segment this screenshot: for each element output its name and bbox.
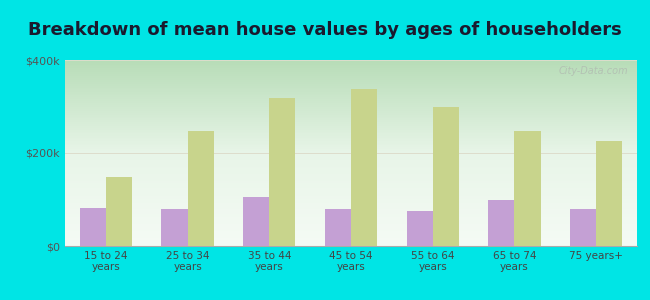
Bar — [325, 209, 351, 246]
Bar — [106, 177, 132, 246]
Text: Breakdown of mean house values by ages of householders: Breakdown of mean house values by ages o… — [28, 21, 622, 39]
Bar — [243, 197, 269, 246]
Bar — [406, 211, 433, 246]
Bar — [351, 89, 377, 246]
Bar — [80, 208, 106, 246]
Bar — [188, 131, 214, 246]
Bar — [514, 131, 541, 246]
Bar — [570, 209, 596, 246]
Text: City-Data.com: City-Data.com — [559, 66, 629, 76]
Bar — [596, 141, 622, 246]
Bar — [433, 107, 459, 246]
Bar — [161, 209, 188, 246]
Bar — [488, 200, 514, 246]
Bar — [269, 98, 296, 246]
